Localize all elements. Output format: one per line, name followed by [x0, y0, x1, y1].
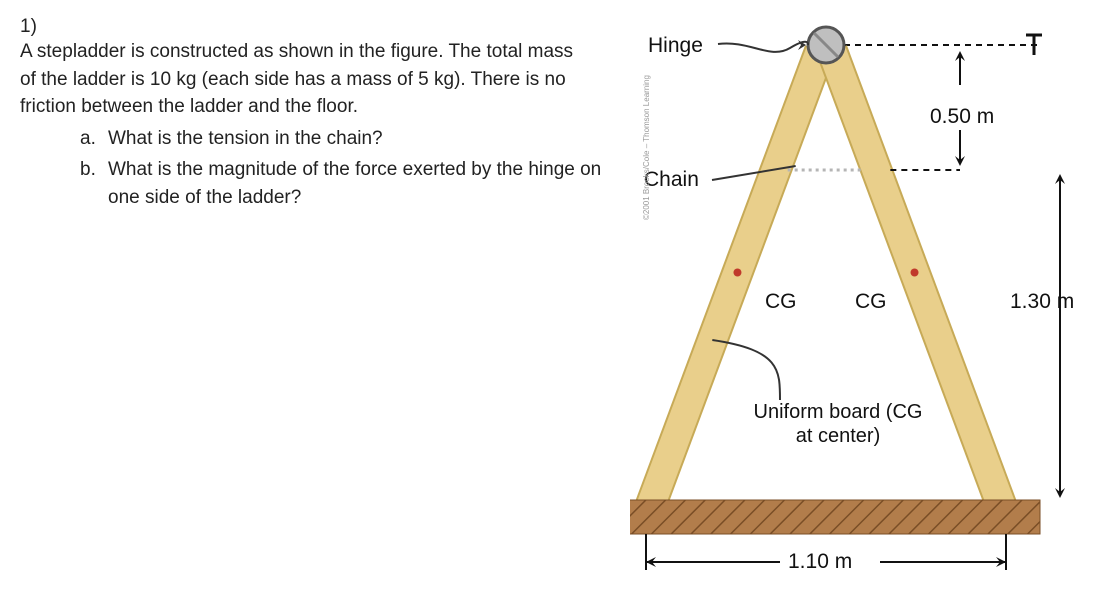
copyright: ©2001 Brooks/Cole – Thomson Learning	[642, 75, 651, 220]
part-b-text: What is the magnitude of the force exert…	[108, 156, 614, 211]
dim-base-width: 1.10 m	[788, 550, 852, 574]
dim-top-to-chain: 0.50 m	[930, 105, 994, 129]
hinge-label: Hinge	[648, 34, 703, 58]
cg-left-label: CG	[765, 290, 797, 314]
cg-right-label: CG	[855, 290, 887, 314]
part-b-label: b.	[80, 156, 108, 211]
part-a-label: a.	[80, 125, 108, 153]
part-a-text: What is the tension in the chain?	[108, 125, 614, 153]
list-item: b. What is the magnitude of the force ex…	[80, 156, 614, 211]
chain-label: Chain	[644, 168, 699, 192]
question-number: 1)	[20, 16, 50, 38]
ladder-figure: Hinge Chain CG CG 0.50 m 1.30 m 1.10 m U…	[630, 0, 1096, 594]
list-item: a. What is the tension in the chain?	[80, 125, 614, 153]
dim-chain-to-floor: 1.30 m	[1010, 290, 1074, 314]
question-statement: A stepladder is constructed as shown in …	[20, 38, 590, 121]
board-note: Uniform board (CG at center)	[748, 400, 928, 448]
